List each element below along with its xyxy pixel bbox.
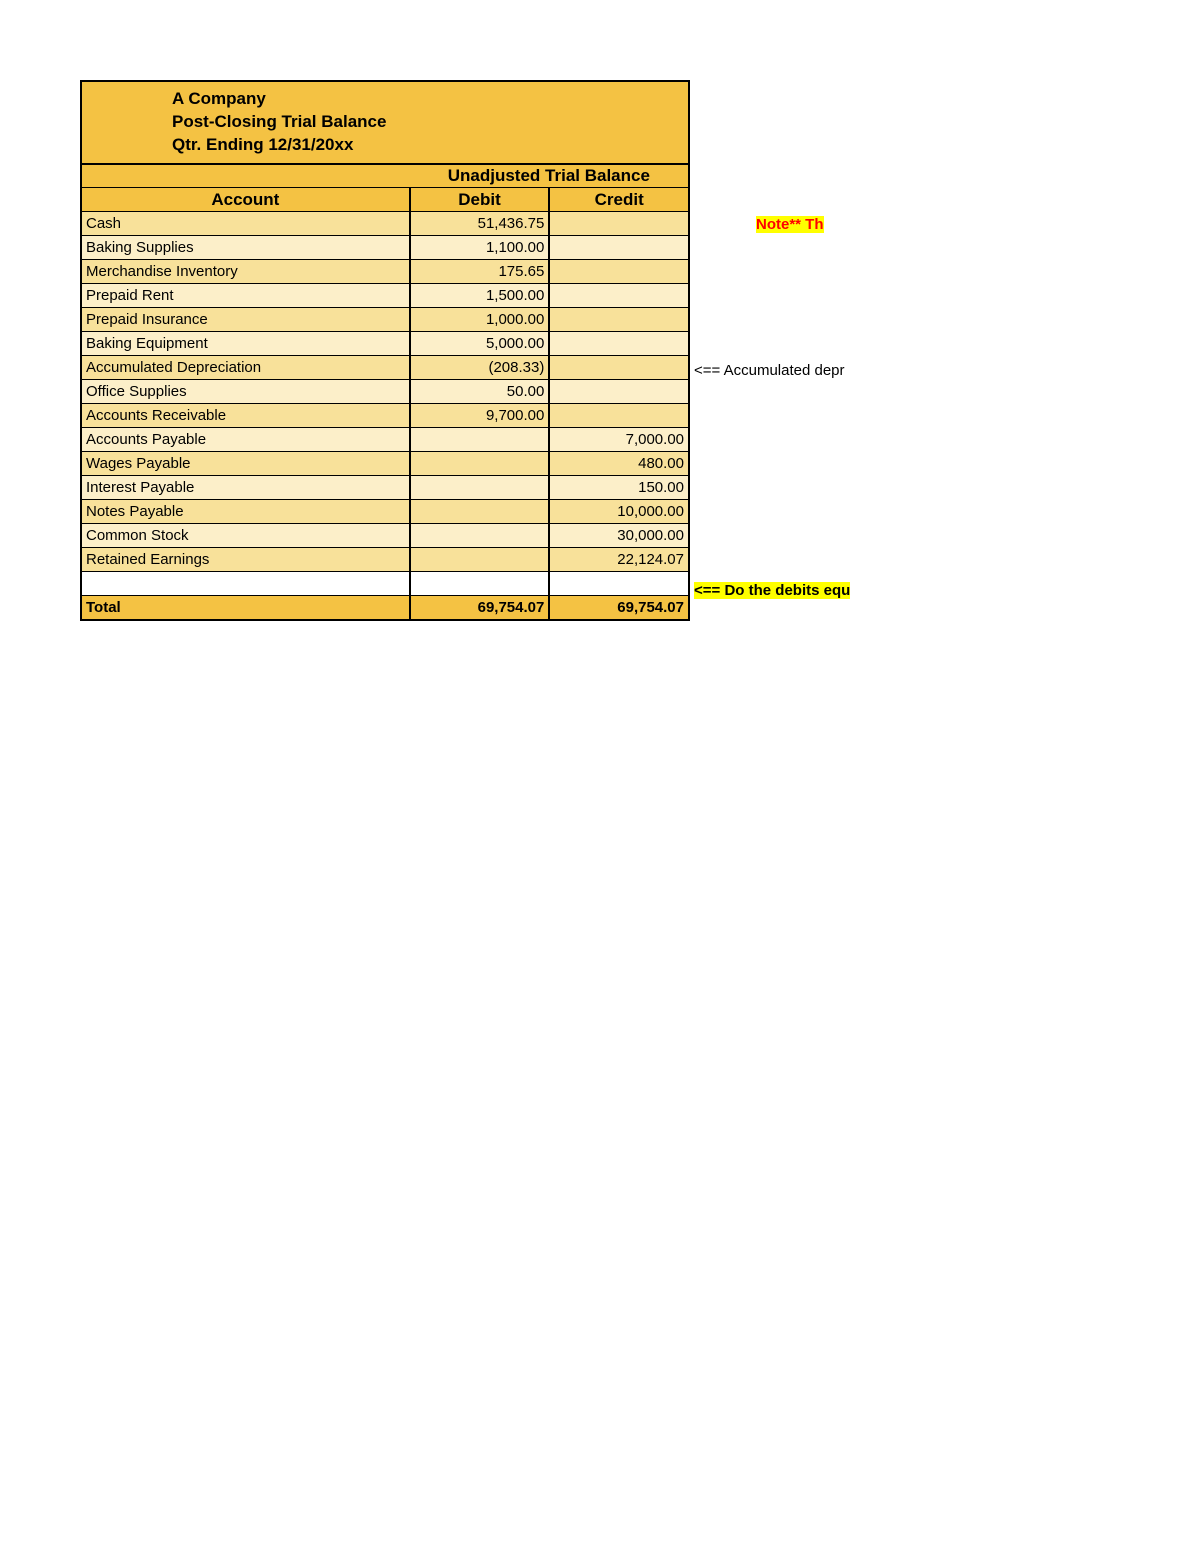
debit-cell: 175.65 (410, 260, 550, 284)
section-header-label: Unadjusted Trial Balance (410, 164, 689, 188)
credit-cell (549, 284, 689, 308)
note-accum-depr: <== Accumulated depr (694, 362, 845, 379)
table-row: Office Supplies50.00 (81, 380, 689, 404)
table-row: Interest Payable 150.00 (81, 476, 689, 500)
credit-cell: 7,000.00 (549, 428, 689, 452)
col-credit: Credit (549, 188, 689, 212)
credit-cell: 150.00 (549, 476, 689, 500)
table-row: Accumulated Depreciation(208.33) (81, 356, 689, 380)
debit-cell: 1,500.00 (410, 284, 550, 308)
credit-cell: 30,000.00 (549, 524, 689, 548)
table-row: Cash51,436.75 (81, 212, 689, 236)
table-row: Baking Supplies1,100.00 (81, 236, 689, 260)
section-header-row: Unadjusted Trial Balance (81, 164, 689, 188)
credit-cell (549, 356, 689, 380)
table-row: Notes Payable 10,000.00 (81, 500, 689, 524)
debit-cell: 1,000.00 (410, 308, 550, 332)
table-row: Wages Payable 480.00 (81, 452, 689, 476)
table-row: Prepaid Insurance1,000.00 (81, 308, 689, 332)
credit-cell: 10,000.00 (549, 500, 689, 524)
account-cell: Prepaid Rent (81, 284, 410, 308)
table-row (81, 572, 689, 596)
table-body: Cash51,436.75Baking Supplies1,100.00Merc… (81, 212, 689, 596)
debit-cell: 1,100.00 (410, 236, 550, 260)
account-cell: Accounts Receivable (81, 404, 410, 428)
note-red: Note** Th (756, 216, 824, 233)
total-credit: 69,754.07 (549, 596, 689, 620)
debit-cell (410, 524, 550, 548)
debit-cell: 5,000.00 (410, 332, 550, 356)
total-row: Total 69,754.07 69,754.07 (81, 596, 689, 620)
account-cell: Interest Payable (81, 476, 410, 500)
account-cell: Wages Payable (81, 452, 410, 476)
credit-cell (549, 380, 689, 404)
credit-cell: 480.00 (549, 452, 689, 476)
debit-cell: (208.33) (410, 356, 550, 380)
debit-cell (410, 428, 550, 452)
debit-cell (410, 572, 550, 596)
credit-cell (549, 236, 689, 260)
trial-balance-container: A Company Post-Closing Trial Balance Qtr… (80, 80, 1200, 621)
credit-cell (549, 308, 689, 332)
credit-cell (549, 212, 689, 236)
debit-cell (410, 452, 550, 476)
debit-cell: 51,436.75 (410, 212, 550, 236)
debit-cell: 50.00 (410, 380, 550, 404)
table-row: Merchandise Inventory175.65 (81, 260, 689, 284)
column-headers-row: Account Debit Credit (81, 188, 689, 212)
credit-cell (549, 404, 689, 428)
account-cell: Cash (81, 212, 410, 236)
account-cell: Retained Earnings (81, 548, 410, 572)
title-block: A Company Post-Closing Trial Balance Qtr… (81, 81, 689, 164)
account-cell: Notes Payable (81, 500, 410, 524)
debit-cell (410, 500, 550, 524)
table-row: Retained Earnings 22,124.07 (81, 548, 689, 572)
account-cell: Accumulated Depreciation (81, 356, 410, 380)
trial-balance-table: A Company Post-Closing Trial Balance Qtr… (80, 80, 690, 621)
account-cell: Prepaid Insurance (81, 308, 410, 332)
debit-cell: 9,700.00 (410, 404, 550, 428)
account-cell (81, 572, 410, 596)
col-account: Account (81, 188, 410, 212)
period: Qtr. Ending 12/31/20xx (172, 134, 688, 157)
account-cell: Office Supplies (81, 380, 410, 404)
table-row: Accounts Receivable9,700.00 (81, 404, 689, 428)
credit-cell (549, 572, 689, 596)
credit-cell: 22,124.07 (549, 548, 689, 572)
debit-cell (410, 476, 550, 500)
account-cell: Baking Supplies (81, 236, 410, 260)
table-row: Baking Equipment5,000.00 (81, 332, 689, 356)
debit-cell (410, 548, 550, 572)
table-row: Prepaid Rent1,500.00 (81, 284, 689, 308)
report-title: Post-Closing Trial Balance (172, 111, 688, 134)
account-cell: Accounts Payable (81, 428, 410, 452)
account-cell: Baking Equipment (81, 332, 410, 356)
col-debit: Debit (410, 188, 550, 212)
table-row: Common Stock 30,000.00 (81, 524, 689, 548)
company-name: A Company (172, 88, 688, 111)
section-header-spacer (81, 164, 410, 188)
note-debits-equal: <== Do the debits equ (694, 582, 850, 599)
account-cell: Merchandise Inventory (81, 260, 410, 284)
account-cell: Common Stock (81, 524, 410, 548)
credit-cell (549, 332, 689, 356)
total-debit: 69,754.07 (410, 596, 550, 620)
total-label: Total (81, 596, 410, 620)
credit-cell (549, 260, 689, 284)
table-row: Accounts Payable 7,000.00 (81, 428, 689, 452)
